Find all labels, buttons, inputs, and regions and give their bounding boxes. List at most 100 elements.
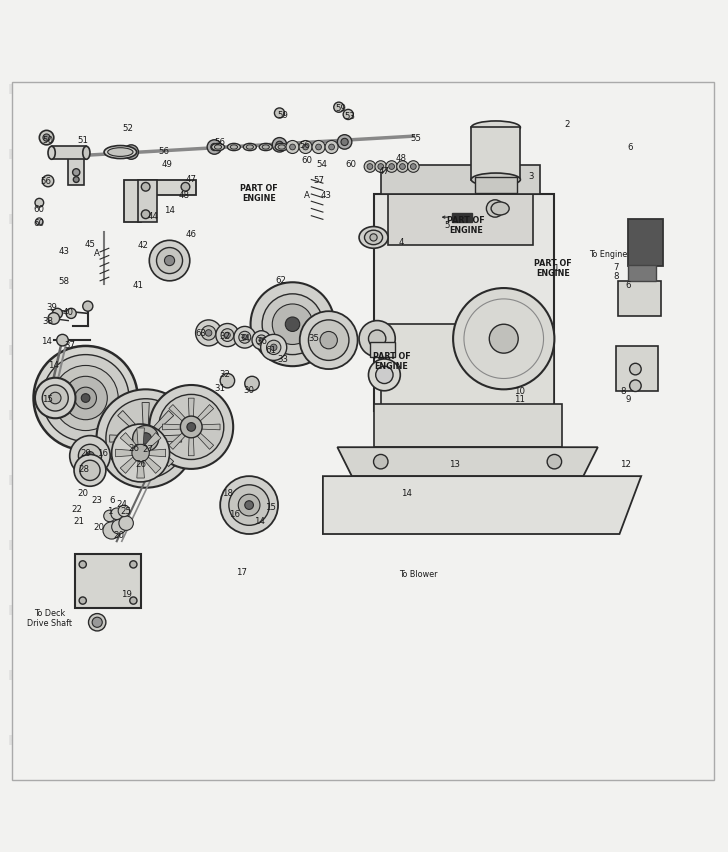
Ellipse shape [471,174,521,187]
Text: To Engine: To Engine [590,250,628,258]
Circle shape [316,145,322,151]
Text: PartsTre: PartsTre [500,603,566,617]
Circle shape [400,164,405,170]
Circle shape [397,162,408,173]
Text: 20: 20 [93,522,104,532]
Circle shape [245,501,253,509]
Circle shape [220,476,278,534]
Bar [618,281,662,316]
Polygon shape [116,336,287,458]
Circle shape [630,381,641,392]
Bar [381,166,540,195]
Text: 30: 30 [244,385,255,394]
Text: 54: 54 [316,160,327,169]
Text: PartsTre: PartsTre [131,213,197,227]
Text: PartsTre: PartsTre [500,213,566,227]
Text: To Blower: To Blower [399,570,438,579]
Text: 6: 6 [109,495,114,504]
Text: 59: 59 [336,104,347,112]
Circle shape [111,424,170,482]
Bar [76,554,141,608]
Text: PartsTre: PartsTre [8,343,74,357]
Circle shape [86,452,95,461]
Text: 7: 7 [613,262,619,272]
Text: 15: 15 [42,394,53,403]
Text: 14: 14 [254,517,265,526]
Bar [138,181,157,222]
Text: PartsTre: PartsTre [8,278,74,292]
Polygon shape [153,446,174,467]
Text: PartsTre: PartsTre [500,538,566,552]
Polygon shape [137,462,144,479]
Text: 12: 12 [620,459,630,468]
Circle shape [256,336,266,346]
Circle shape [111,509,122,520]
Text: 43: 43 [58,246,69,256]
Circle shape [272,138,287,153]
Circle shape [274,109,285,119]
Polygon shape [137,429,144,446]
Circle shape [489,325,518,354]
Circle shape [35,199,44,208]
Bar [370,343,395,357]
Polygon shape [162,424,181,430]
Text: 52: 52 [122,124,133,133]
Circle shape [245,377,259,391]
Circle shape [375,162,387,173]
Text: 46: 46 [186,230,197,239]
Circle shape [82,394,90,403]
Text: 60: 60 [33,204,45,214]
Circle shape [229,486,269,526]
Text: 61: 61 [265,346,277,354]
Circle shape [205,331,212,337]
Ellipse shape [262,146,269,150]
Circle shape [486,200,504,218]
Bar [388,195,533,245]
Polygon shape [145,433,161,449]
Bar [451,214,472,222]
Text: PartsTre: PartsTre [377,343,443,357]
Text: 60: 60 [345,160,356,169]
Circle shape [149,241,190,281]
Text: 37: 37 [64,341,75,349]
Polygon shape [373,195,555,412]
Text: PartsTre: PartsTre [623,603,689,617]
Circle shape [333,103,344,113]
Text: 8: 8 [613,271,619,280]
Circle shape [118,505,130,517]
Text: PartsTre: PartsTre [8,734,74,747]
Text: PartsTre: PartsTre [377,213,443,227]
Circle shape [159,395,223,460]
Circle shape [74,177,79,183]
Circle shape [373,455,388,469]
Text: 51: 51 [77,136,88,145]
Circle shape [130,561,137,568]
Circle shape [141,183,150,192]
Text: PartsTre: PartsTre [131,278,197,292]
Circle shape [364,162,376,173]
Circle shape [276,142,283,149]
Circle shape [378,164,384,170]
Circle shape [79,561,87,568]
Circle shape [43,135,50,142]
Ellipse shape [104,147,137,159]
Circle shape [103,510,115,522]
Text: 25: 25 [121,507,132,515]
Circle shape [119,516,133,531]
Polygon shape [159,435,182,442]
Text: 20: 20 [77,488,88,497]
Text: PartsTre: PartsTre [500,668,566,682]
Circle shape [79,597,87,604]
Polygon shape [337,447,598,476]
Polygon shape [124,181,197,222]
Circle shape [337,135,352,150]
Text: 11: 11 [514,394,525,403]
Circle shape [309,320,349,361]
Circle shape [386,162,397,173]
Circle shape [80,461,100,481]
Text: 56: 56 [299,141,310,150]
Text: 21: 21 [73,517,84,526]
Text: 63: 63 [196,329,207,338]
Bar [471,129,521,181]
Polygon shape [142,403,149,426]
